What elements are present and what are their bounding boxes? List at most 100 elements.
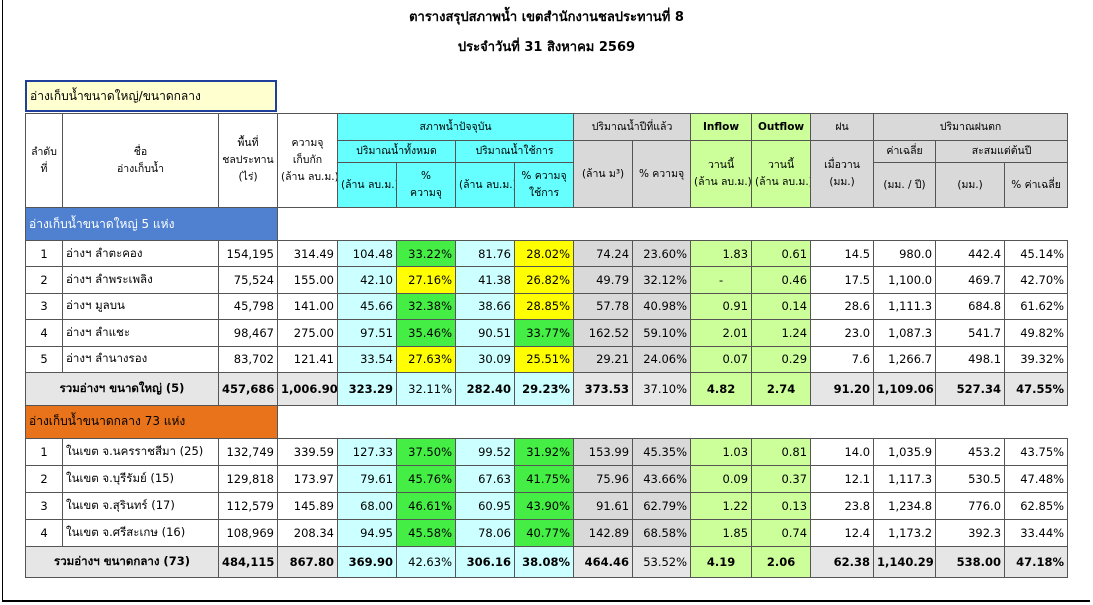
cell: 45.14% [1004,239,1069,268]
cell: 43.75% [1004,437,1069,466]
cell: 59.10% [632,319,692,347]
cell: 1.24 [751,319,812,347]
header-text: วานนี้ [707,159,735,171]
cell: ในเขต จ.บุรีรัมย์ (15) [62,464,219,493]
header-text: ค่าเฉลี่ย [886,145,923,157]
cell: 776.0 [935,491,1006,520]
header-text: สภาพน้ำปัจจุบัน [419,120,492,133]
cell: 498.1 [935,345,1006,373]
data-row: 3 ในเขต จ.สุรินทร์ (17) 112,579 145.89 68.00… [25,491,1069,520]
header-row: ลำดับ ที่ ชื่อ อ่างเก็บน้ำ พื้นที่ ชลประทาน (ไ… [25,113,1069,208]
cell: 208.34 [277,518,338,547]
cell: 38.66 [455,292,515,321]
header-text: (ล้าน ลบ.ม.) [281,171,338,183]
header-cell: (มม. / ปี) [873,162,937,208]
cell: ในเขต จ.นครราชสีมา (25) [62,437,219,466]
total-cell: 38.08% [513,545,575,578]
total-cell: 306.16 [455,545,515,578]
cell: ในเขต จ.สุรินทร์ (17) [62,491,219,520]
cell: 0.81 [751,437,812,466]
header-cell: ปริมาณน้ำทั้งหมด [337,140,456,163]
cell: 127.33 [337,437,397,466]
cell: 35.46% [396,319,456,347]
water-table: ลำดับ ที่ ชื่อ อ่างเก็บน้ำ พื้นที่ ชลประทาน (ไ… [25,113,1069,578]
cell: 45.76% [396,464,456,493]
cell: 27.63% [396,345,456,373]
cell: 7.6 [810,345,875,373]
header-cell: วานนี้ (ล้าน ลบ.ม.) [690,140,753,208]
cell: 3 [25,292,63,321]
section-title: อ่างเก็บน้ำขนาดกลาง 73 แห่ง [25,404,278,439]
cell: 45.58% [396,518,456,547]
cell: 392.3 [935,518,1006,547]
section-blank [276,405,1068,439]
cell: 155.00 [277,266,338,294]
cell: อ่างฯ ลำพระเพลิง [62,266,219,294]
header-cell: เมื่อวาน (มม.) [810,140,875,208]
cell: 1.22 [690,491,753,520]
header-cell: Inflow [690,113,753,141]
total-cell: 1,006.90 [277,371,338,406]
cell: 40.77% [513,518,575,547]
header-cell: (ล้าน ลบ.ม.) [337,162,397,208]
total-cell: 484,115 [218,545,278,578]
header-cell: วานนี้ (ล้าน ลบ.ม.) [751,140,812,208]
cell: 1.85 [690,518,753,547]
cell: 57.78 [573,292,634,321]
cell: 99.52 [455,437,515,466]
cell: 91.61 [573,491,634,520]
header-text: (มม.) [957,178,983,191]
total-cell: 47.55% [1004,371,1069,406]
cell: 23.60% [632,239,692,268]
cell: อ่างฯ ลำนางรอง [62,345,219,373]
total-cell: 867.80 [277,545,338,578]
cell: 4 [25,319,63,347]
header-text: (ล้าน ลบ.ม.) [755,176,811,188]
cell: 2 [25,266,63,294]
header-text: (ไร่) [238,171,258,183]
header-text: ปริมาณฝนตก [939,120,1002,133]
header-cell: (ล้าน ลบ.ม.) [455,162,515,208]
cell: 132,749 [218,437,278,466]
cell: 33.22% [396,239,456,268]
cell: 129,818 [218,464,278,493]
total-row: รวมอ่างฯ ขนาดใหญ่ (5) 457,686 1,006.90 323.… [25,371,1069,406]
header-cell: % ความจุ [632,140,692,208]
header-cell: ความจุ เก็บกัก (ล้าน ลบ.ม.) [277,113,338,208]
cell: 41.38 [455,266,515,294]
cell: 162.52 [573,319,634,347]
cell: 0.29 [751,345,812,373]
header-cell: ลำดับ ที่ [25,113,63,208]
cell: 1 [25,239,63,268]
cell: 314.49 [277,239,338,268]
subtitle: ประจำวันที่ 31 สิงหาคม 2569 [457,40,636,55]
table-label: อ่างเก็บน้ำขนาดใหญ่/ขนาดกลาง [25,80,277,112]
header-text: (มม. / ปี) [883,178,926,191]
data-row: 5 อ่างฯ ลำนางรอง 83,702 121.41 33.54 27.63% 30… [25,345,1069,373]
cell: 45.35% [632,437,692,466]
cell: 4 [25,518,63,547]
cell: 81.76 [455,239,515,268]
cell: 339.59 [277,437,338,466]
cell: 29.21 [573,345,634,373]
header-cell: (ล้าน ม³) [573,140,634,208]
data-row: 1 ในเขต จ.นครราชสีมา (25) 132,749 339.59 127… [25,437,1069,466]
data-row: 2 ในเขต จ.บุรีรัมย์ (15) 129,818 173.97 79.6… [25,464,1069,493]
total-cell: 282.40 [455,371,515,406]
header-cell: ปริมาณน้ำใช้การ [454,140,575,163]
header-cell: ปริมาณฝนตก [873,113,1069,141]
total-cell: 62.38 [810,545,875,578]
cell: 90.51 [455,319,515,347]
cell: 74.24 [573,239,634,268]
cell: 108,969 [218,518,278,547]
header-cell: (มม.) [935,162,1006,208]
total-cell: รวมอ่างฯ ขนาดใหญ่ (5) [25,371,219,406]
cell: 1,266.7 [873,345,937,373]
total-cell: 457,686 [218,371,278,406]
cell: ในเขต จ.ศรีสะเกษ (16) [62,518,219,547]
cell: 33.54 [337,345,397,373]
total-cell: 527.34 [935,371,1006,406]
total-cell: 1,109.06 [873,371,937,406]
total-cell: 37.10% [632,371,692,406]
header-text: เมื่อวาน [824,159,860,171]
